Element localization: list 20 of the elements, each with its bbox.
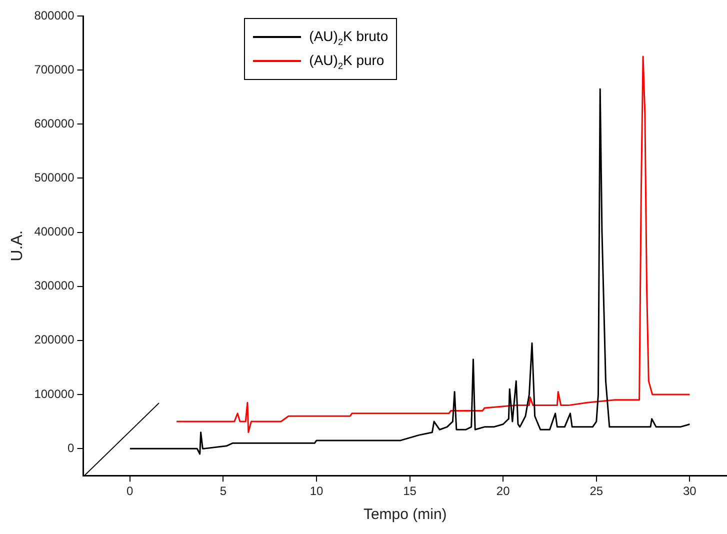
y-tick-label: 700000 xyxy=(34,62,75,76)
y-tick-label: 300000 xyxy=(34,278,75,293)
x-tick-label: 0 xyxy=(126,484,134,498)
y-tick-label: 200000 xyxy=(34,332,75,347)
x-tick-label: 30 xyxy=(683,484,697,498)
y-tick-label: 0 xyxy=(68,440,75,455)
x-tick-label: 10 xyxy=(310,484,324,498)
y-tick-label: 400000 xyxy=(34,224,75,239)
x-axis-title: Tempo (min) xyxy=(363,506,447,524)
y-axis-title: U.A. xyxy=(9,230,26,262)
y-tick-label: 600000 xyxy=(34,116,75,130)
legend-label: (AU)$_{2}$K puro xyxy=(309,52,384,70)
legend-label: (AU)$_{2}$K bruto xyxy=(309,28,388,46)
x-tick-label: 15 xyxy=(403,484,417,498)
y-tick-label: 100000 xyxy=(34,386,75,401)
x-tick-label: 25 xyxy=(590,484,604,498)
y-tick-label: 800000 xyxy=(34,8,75,22)
x-tick-label: 5 xyxy=(220,484,227,498)
x-tick-label: 20 xyxy=(496,484,510,498)
y-tick-label: 500000 xyxy=(34,170,75,185)
